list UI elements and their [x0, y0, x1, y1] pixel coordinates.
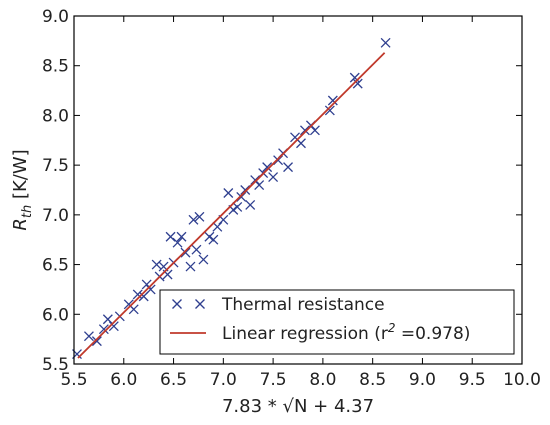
x-tick-label: 6.0: [110, 370, 137, 390]
legend-x-marker: [172, 299, 182, 309]
data-point: [198, 254, 209, 265]
data-point: [240, 185, 251, 195]
y-axis-title-subscript: th: [20, 205, 35, 218]
regression-line: [77, 52, 386, 359]
data-point: [212, 221, 223, 232]
data-point: [254, 180, 265, 190]
x-tick-label: 8.5: [359, 370, 386, 390]
y-tick-label: 7.5: [42, 156, 69, 176]
x-tick-label: 7.0: [210, 370, 237, 390]
data-point: [132, 289, 143, 300]
data-point: [324, 105, 335, 116]
data-point: [309, 125, 320, 136]
y-tick-label: 8.5: [42, 57, 69, 77]
x-tick-label: 5.5: [60, 370, 87, 390]
data-point: [380, 37, 391, 48]
data-point: [145, 284, 156, 295]
data-point: [300, 125, 310, 136]
x-tick-label: 9.5: [459, 370, 486, 390]
y-tick-label: 9.0: [42, 7, 69, 27]
y-tick-label: 5.5: [42, 355, 69, 375]
legend-label-linear-regression-tail: =0.978): [395, 324, 470, 344]
data-point: [191, 244, 202, 255]
data-point: [194, 211, 205, 222]
data-point: [327, 95, 338, 106]
legend-label-linear-regression-main: Linear regression (r: [222, 324, 388, 344]
data-point: [98, 324, 109, 335]
x-axis-title: 7.83 * √N + 4.37: [222, 396, 374, 417]
data-point: [283, 162, 294, 173]
y-axis: 5.5 6.0 6.5 7.0 7.5 8.0 8.5 9.0: [42, 7, 522, 375]
data-point: [250, 175, 261, 186]
data-point: [185, 261, 196, 272]
data-point: [165, 231, 176, 242]
legend-entry-thermal-resistance: Thermal resistance: [172, 295, 385, 315]
data-point: [352, 78, 363, 89]
legend-label-linear-regression: Linear regression (r2 =0.978): [222, 321, 470, 344]
legend-label-thermal-resistance: Thermal resistance: [221, 295, 385, 315]
data-point: [188, 214, 199, 225]
data-point: [102, 314, 113, 325]
data-point: [245, 199, 256, 210]
x-tick-label: 10.0: [503, 370, 541, 390]
x-tick-label: 9.0: [409, 370, 436, 390]
x-axis: 5.5 6.0 6.5 7.0 7.5 8.0 8.5 9.0 9.5 10.0: [60, 16, 541, 390]
legend: Thermal resistance Linear regression (r2…: [159, 289, 515, 355]
data-point: [232, 201, 243, 212]
legend-box: [159, 289, 515, 355]
data-point: [268, 172, 279, 183]
data-point: [151, 259, 162, 270]
y-tick-label: 7.0: [42, 206, 69, 226]
x-tick-label: 7.5: [260, 370, 287, 390]
data-point: [108, 321, 119, 332]
y-axis-title-main: R: [10, 218, 31, 231]
data-point: [83, 331, 94, 342]
legend-entry-linear-regression: Linear regression (r2 =0.978): [170, 321, 470, 344]
data-point: [172, 237, 183, 248]
data-point: [91, 336, 102, 347]
data-point: [273, 155, 284, 166]
data-point: [176, 231, 187, 242]
x-tick-label: 8.0: [309, 370, 336, 390]
legend-marker-x-icon: [172, 299, 205, 309]
y-tick-label: 6.0: [42, 305, 69, 325]
legend-label-r-squared-exponent: 2: [388, 321, 396, 335]
plot-marks: [72, 37, 391, 360]
data-point: [223, 188, 234, 198]
y-tick-label: 8.0: [42, 106, 69, 126]
data-point: [262, 162, 273, 173]
y-axis-title-unit: [K/W]: [10, 149, 31, 204]
x-tick-label: 6.5: [160, 370, 187, 390]
y-tick-label: 6.5: [42, 256, 69, 276]
plot-frame: [73, 15, 523, 365]
data-point: [180, 247, 191, 258]
data-point: [208, 234, 219, 245]
data-point: [204, 231, 215, 242]
data-point: [236, 192, 247, 202]
y-axis-title: Rth [K/W]: [10, 149, 35, 230]
legend-x-marker: [195, 299, 205, 309]
